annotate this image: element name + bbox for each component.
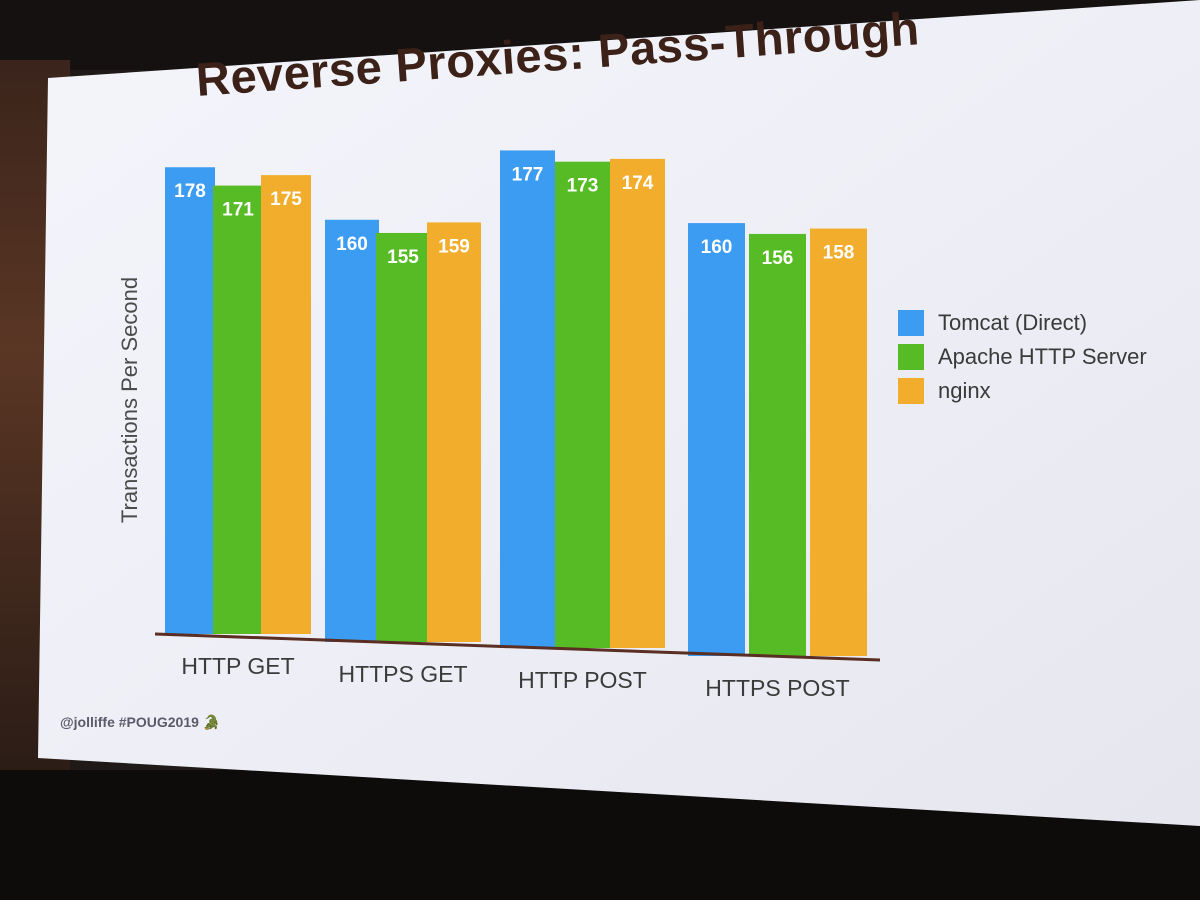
- data-label: 160: [336, 234, 368, 255]
- legend-item-nginx: nginx: [898, 374, 1200, 408]
- legend-swatch-apache: [898, 344, 924, 370]
- legend-label-apache: Apache HTTP Server: [938, 344, 1147, 369]
- data-label: 178: [174, 181, 206, 202]
- x-axis-line: [154, 632, 881, 662]
- x-tick-label: HTTP GET: [181, 653, 294, 679]
- x-tick-label: HTTPS POST: [705, 675, 849, 701]
- data-label: 171: [222, 200, 254, 221]
- chart-legend: Tomcat (Direct) Apache HTTP Server nginx: [898, 306, 1200, 408]
- bar-https-get-2: [427, 222, 481, 642]
- bar-http-get-2: [261, 175, 311, 634]
- legend-label-tomcat: Tomcat (Direct): [938, 310, 1088, 335]
- data-label: 174: [622, 173, 654, 194]
- data-label: 158: [823, 243, 855, 264]
- y-axis-label: Transactions Per Second: [117, 276, 142, 524]
- data-label: 160: [701, 237, 733, 258]
- bar-http-post-2: [610, 158, 665, 648]
- footer-handle: @jolliffe #POUG2019 🐊: [60, 714, 221, 730]
- bar-http-post-0: [500, 150, 555, 648]
- legend-item-apache: Apache HTTP Server: [898, 340, 1200, 374]
- x-tick-label: HTTP POST: [518, 667, 647, 693]
- data-label: 177: [512, 164, 544, 185]
- data-label: 155: [387, 247, 419, 268]
- bar-https-post-0: [688, 223, 745, 656]
- data-label: 173: [567, 176, 599, 197]
- bar-http-get-1: [213, 185, 263, 634]
- bar-https-get-1: [376, 232, 430, 642]
- legend-swatch-tomcat: [898, 310, 924, 336]
- legend-label-nginx: nginx: [938, 378, 991, 403]
- bar-https-post-1: [749, 233, 806, 656]
- data-label: 156: [762, 248, 794, 269]
- bar-http-post-1: [555, 161, 610, 648]
- data-label: 159: [438, 236, 470, 257]
- x-tick-label: HTTPS GET: [338, 661, 467, 687]
- legend-swatch-nginx: [898, 378, 924, 404]
- data-label: 175: [270, 189, 302, 210]
- bar-https-get-0: [325, 219, 379, 642]
- legend-item-tomcat: Tomcat (Direct): [898, 306, 1200, 340]
- bar-https-post-2: [810, 228, 867, 656]
- bar-http-get-0: [165, 167, 215, 634]
